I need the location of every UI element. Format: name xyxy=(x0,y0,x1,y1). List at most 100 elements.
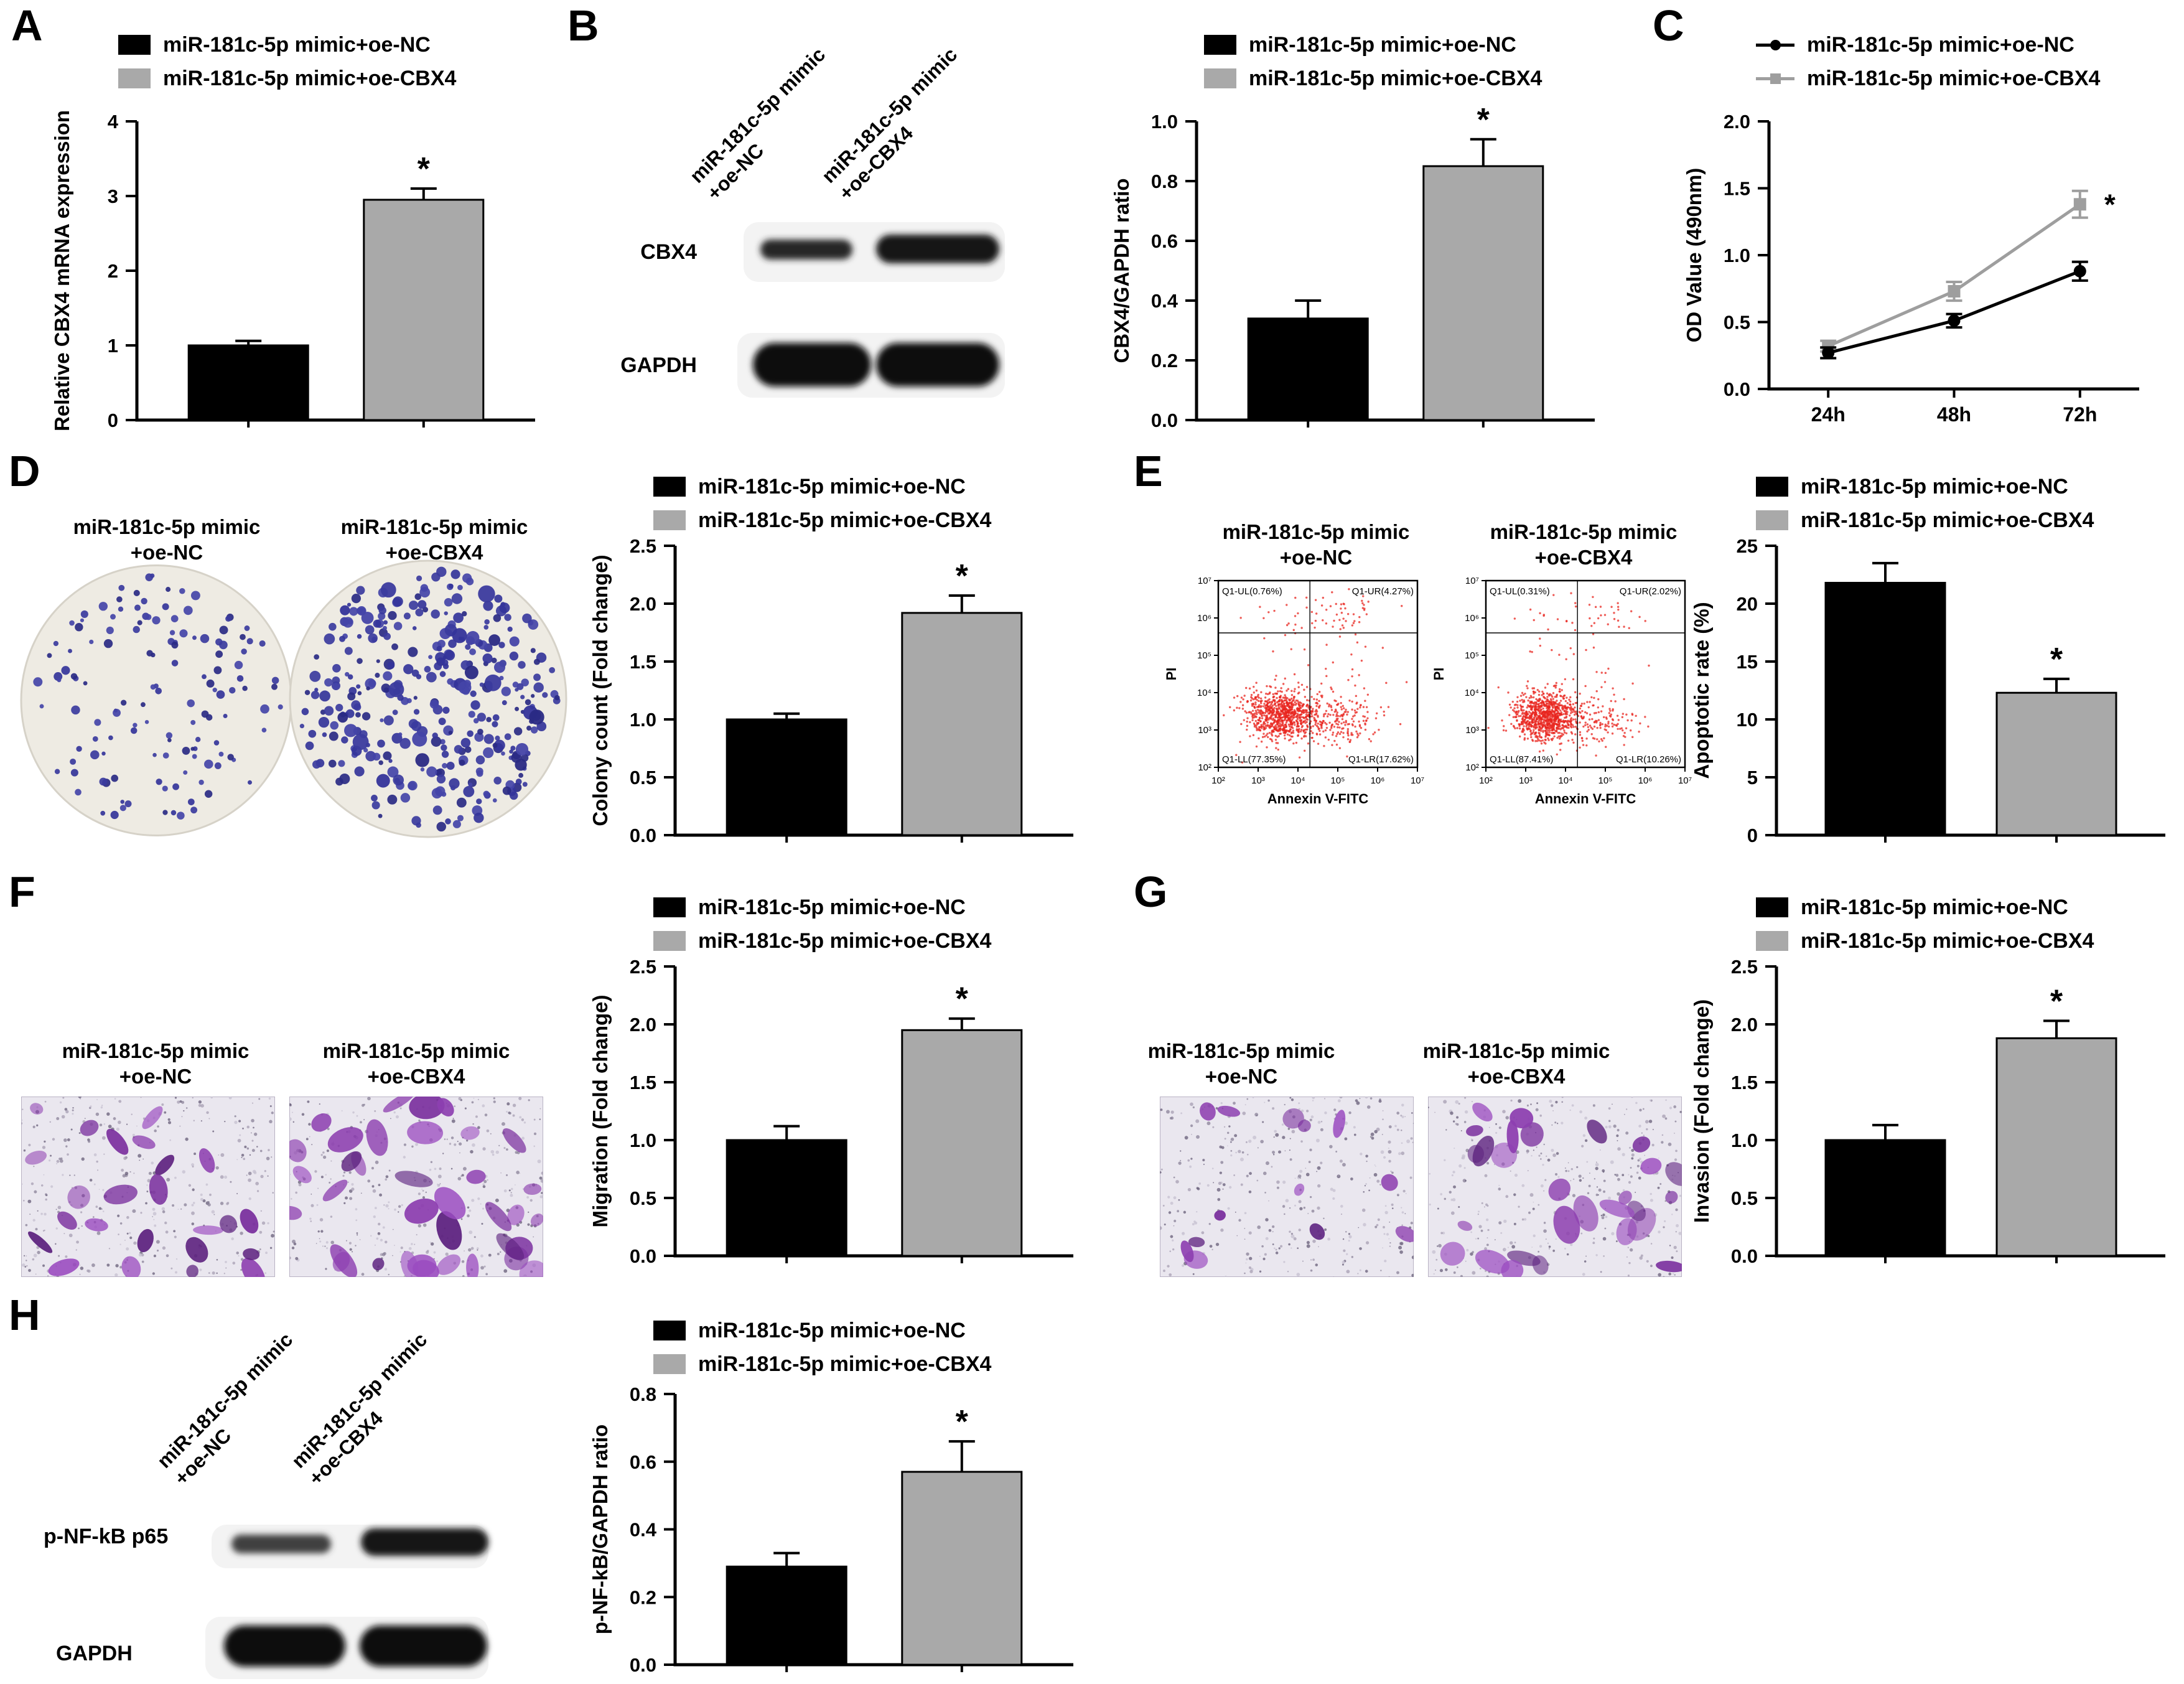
panel-letter-F: F xyxy=(9,868,35,916)
svg-text:0.8: 0.8 xyxy=(1151,171,1178,192)
svg-text:Q1-LR(10.26%): Q1-LR(10.26%) xyxy=(1616,754,1681,765)
svg-text:OD Value (490nm): OD Value (490nm) xyxy=(1682,168,1706,343)
svg-text:*: * xyxy=(956,981,969,1017)
legend-label-nc: miR-181c-5p mimic+oe-NC xyxy=(163,33,431,57)
panel-letter-C: C xyxy=(1653,1,1684,50)
group-label-line2: +oe-CBX4 xyxy=(1467,1065,1566,1088)
svg-text:10⁴: 10⁴ xyxy=(1558,775,1572,786)
svg-text:1.0: 1.0 xyxy=(1731,1130,1758,1151)
svg-text:Q1-LL(87.41%): Q1-LL(87.41%) xyxy=(1490,754,1554,765)
svg-text:1.5: 1.5 xyxy=(1731,1072,1758,1093)
svg-text:PI: PI xyxy=(1431,668,1447,681)
svg-text:Annexin V-FITC: Annexin V-FITC xyxy=(1267,791,1369,807)
svg-text:0.5: 0.5 xyxy=(1724,312,1750,334)
svg-text:Q1-UL(0.31%): Q1-UL(0.31%) xyxy=(1490,586,1550,597)
legend-row-cbx4: miR-181c-5p mimic+oe-CBX4 xyxy=(118,66,456,91)
legend-label-cbx4: miR-181c-5p mimic+oe-CBX4 xyxy=(1249,67,1542,90)
svg-text:10²: 10² xyxy=(1198,762,1211,773)
legend-row-cbx4: miR-181c-5p mimic+oe-CBX4 xyxy=(1204,66,1542,91)
svg-text:2.0: 2.0 xyxy=(1724,111,1750,133)
legend-row-nc: miR-181c-5p mimic+oe-NC xyxy=(1204,32,1542,57)
legend-F: miR-181c-5p mimic+oe-NC miR-181c-5p mimi… xyxy=(653,895,991,953)
svg-text:0.0: 0.0 xyxy=(630,1245,656,1267)
svg-text:25: 25 xyxy=(1737,535,1758,557)
bar-chart-relative-cbx4-mrna: 0 1 2 3 4 * Relative CBX4 mRNA expression xyxy=(50,110,535,431)
group-label-line1: miR-181c-5p mimic xyxy=(73,515,261,538)
svg-text:*: * xyxy=(956,1404,969,1440)
legend-label-cbx4: miR-181c-5p mimic+oe-CBX4 xyxy=(698,1352,992,1376)
flow-title-line2: +oe-NC xyxy=(1279,546,1353,569)
legend-row-cbx4: miR-181c-5p mimic+oe-CBX4 xyxy=(1756,929,2094,953)
bar-chart-migration: 0.0 0.5 1.0 1.5 2.0 2.5 * Migration (Fold chang… xyxy=(589,956,1073,1267)
svg-text:10⁵: 10⁵ xyxy=(1465,650,1479,661)
svg-text:Invasion (Fold change): Invasion (Fold change) xyxy=(1690,999,1713,1223)
legend-row-nc: miR-181c-5p mimic+oe-NC xyxy=(653,895,991,920)
legend-row-nc: miR-181c-5p mimic+oe-NC xyxy=(1756,895,2094,920)
migration-micrograph-cbx4 xyxy=(289,1097,543,1277)
group-label-line1: miR-181c-5p mimic xyxy=(1422,1039,1610,1062)
svg-text:PI: PI xyxy=(1164,668,1179,681)
svg-text:10⁶: 10⁶ xyxy=(1465,613,1479,624)
svg-text:10²: 10² xyxy=(1479,775,1493,786)
svg-text:10⁵: 10⁵ xyxy=(1197,650,1211,661)
legend-line-marker-gray xyxy=(1756,68,1794,88)
line-chart-od-value: 0.0 0.5 1.0 1.5 2.0 24h 48h 72h * OD Value (490nm… xyxy=(1682,111,2139,426)
svg-text:10³: 10³ xyxy=(1465,725,1479,736)
legend-C: miR-181c-5p mimic+oe-NC miR-181c-5p mimi… xyxy=(1756,32,2100,91)
bar-chart-cbx4-gapdh-ratio: 0.0 0.2 0.4 0.6 0.8 1.0 * CBX4/GAPDH ratio xyxy=(1110,102,1595,431)
blot-lane-label-nc: miR-181c-5p mimic +oe-NC xyxy=(152,1328,315,1490)
svg-text:Q1-UR(2.02%): Q1-UR(2.02%) xyxy=(1620,586,1681,597)
svg-text:10⁴: 10⁴ xyxy=(1465,688,1479,698)
group-label-line2: +oe-NC xyxy=(119,1065,192,1088)
svg-text:2.5: 2.5 xyxy=(630,535,656,557)
panel-letter-H: H xyxy=(9,1291,40,1339)
panel-letter-E: E xyxy=(1134,447,1163,495)
svg-text:*: * xyxy=(2050,642,2063,678)
svg-text:10⁷: 10⁷ xyxy=(1198,576,1211,586)
flow-scatter-nc: Q1-UL(0.76%) Q1-UR(4.27%) Q1-LL(77.35%) Q1-… xyxy=(1164,576,1424,807)
migration-micrograph-nc xyxy=(21,1097,275,1277)
group-label-line2: +oe-NC xyxy=(1205,1065,1278,1088)
svg-text:72h: 72h xyxy=(2063,403,2097,426)
svg-text:3: 3 xyxy=(108,185,118,207)
group-label-line2: +oe-CBX4 xyxy=(367,1065,465,1088)
group-label-line1: miR-181c-5p mimic xyxy=(340,515,528,538)
colony-dish-cbx4 xyxy=(289,559,567,838)
svg-text:0.4: 0.4 xyxy=(1151,290,1178,312)
legend-label-nc: miR-181c-5p mimic+oe-NC xyxy=(1801,896,2068,919)
svg-text:*: * xyxy=(2104,188,2116,220)
svg-text:0.4: 0.4 xyxy=(630,1519,657,1541)
svg-text:10⁶: 10⁶ xyxy=(1371,775,1385,786)
svg-text:Colony count (Fold change): Colony count (Fold change) xyxy=(589,554,612,826)
svg-text:2: 2 xyxy=(108,260,118,282)
svg-text:0.6: 0.6 xyxy=(630,1451,656,1473)
legend-swatch-black xyxy=(118,35,151,55)
colony-group-label-nc: miR-181c-5p mimic +oe-NC xyxy=(55,514,279,565)
flow-title-line1: miR-181c-5p mimic xyxy=(1222,520,1410,543)
legend-label-cbx4: miR-181c-5p mimic+oe-CBX4 xyxy=(698,929,992,953)
group-label-line1: miR-181c-5p mimic xyxy=(62,1039,250,1062)
legend-swatch-gray xyxy=(653,510,686,530)
legend-H: miR-181c-5p mimic+oe-NC miR-181c-5p mimi… xyxy=(653,1318,991,1377)
legend-row-nc: miR-181c-5p mimic+oe-NC xyxy=(1756,32,2100,57)
western-blot-cbx4-gapdh xyxy=(737,222,1005,398)
legend-swatch-gray xyxy=(1756,931,1788,951)
migration-group-label-cbx4: miR-181c-5p mimic +oe-CBX4 xyxy=(304,1038,528,1089)
svg-text:10: 10 xyxy=(1737,709,1758,731)
svg-text:10⁵: 10⁵ xyxy=(1331,775,1345,786)
legend-swatch-black xyxy=(1204,35,1236,55)
svg-text:0.2: 0.2 xyxy=(630,1586,656,1608)
svg-text:10³: 10³ xyxy=(1251,775,1265,786)
legend-swatch-gray xyxy=(653,1354,686,1374)
group-label-line1: miR-181c-5p mimic xyxy=(1147,1039,1335,1062)
blot-lane-label-cbx4: miR-181c-5p mimic +oe-CBX4 xyxy=(287,1328,449,1490)
svg-text:2.0: 2.0 xyxy=(630,593,656,615)
legend-label-nc: miR-181c-5p mimic+oe-NC xyxy=(698,1319,966,1342)
svg-text:10⁴: 10⁴ xyxy=(1290,775,1305,786)
svg-text:1.5: 1.5 xyxy=(630,651,656,673)
svg-text:2.0: 2.0 xyxy=(630,1014,656,1036)
svg-text:1.5: 1.5 xyxy=(630,1072,656,1093)
legend-row-cbx4: miR-181c-5p mimic+oe-CBX4 xyxy=(1756,66,2100,91)
blot-row-label-pnfkb: p-NF-kB p65 xyxy=(44,1525,169,1548)
panel-letter-G: G xyxy=(1134,868,1168,916)
